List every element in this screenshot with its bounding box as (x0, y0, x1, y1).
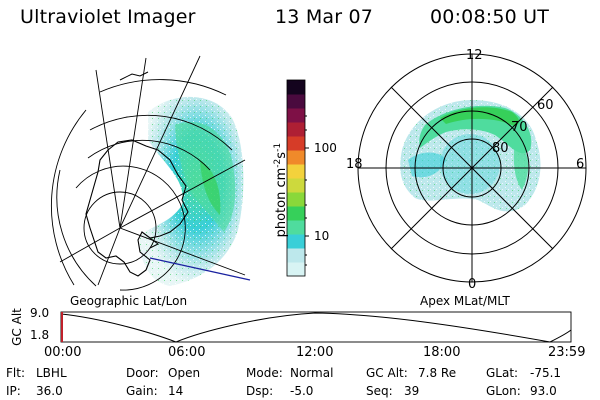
altitude-ytick-1-8: 1.8 (30, 328, 50, 342)
mlt-label-0: 0 (468, 277, 477, 292)
altitude-ylabel: GC Alt (10, 308, 24, 346)
colorbar-cell (287, 150, 305, 165)
colorbar-tick-10: 10 (314, 229, 330, 243)
altitude-plot (60, 311, 572, 343)
info-gain-value: 14 (168, 384, 184, 398)
colorbar-tick-100: 100 (314, 141, 337, 155)
altitude-ytick-9: 9.0 (30, 306, 50, 320)
geographic-map (51, 55, 251, 291)
info-flt-value: LBHL (36, 366, 67, 380)
colorbar-cell (287, 192, 305, 207)
info-gcalt-value: 7.8 Re (418, 366, 457, 380)
colorbar-cell (287, 262, 305, 277)
altitude-xtick-1200: 12:00 (296, 345, 334, 360)
date-label: 13 Mar 07 (275, 6, 374, 28)
altitude-xtick-0000: 00:00 (44, 345, 82, 360)
mlat-label-80: 80 (492, 141, 509, 156)
info-gcalt-label: GC Alt: (366, 366, 408, 380)
altitude-xtick-1800: 18:00 (423, 345, 461, 360)
info-gain-label: Gain: (126, 384, 158, 398)
left-panel-caption: Geographic Lat/Lon (70, 294, 188, 308)
time-label: 00:08:50 UT (430, 6, 550, 28)
altitude-xtick-0600: 06:00 (168, 345, 206, 360)
info-glon-label: GLon: (486, 384, 521, 398)
colorbar-cell (287, 164, 305, 179)
altitude-xtick-2359: 23:59 (548, 345, 586, 360)
info-dsp-label: Dsp: (246, 384, 274, 398)
info-door-value: Open (168, 366, 201, 380)
colorbar-cell (287, 248, 305, 263)
colorbar (286, 79, 309, 277)
altitude-curve (60, 312, 572, 343)
info-seq-value: 39 (404, 384, 420, 398)
polar-map (357, 53, 587, 283)
colorbar-cell (287, 220, 305, 235)
colorbar-cell (287, 178, 305, 193)
colorbar-cell (287, 108, 305, 123)
mlt-label-6: 6 (576, 157, 585, 172)
info-seq-label: Seq: (366, 384, 393, 398)
info-glat-label: GLat: (486, 366, 519, 380)
mlt-label-18: 18 (346, 157, 363, 172)
info-dsp-value: -5.0 (290, 384, 314, 398)
colorbar-cell (287, 122, 305, 137)
colorbar-cell (287, 136, 305, 151)
mlat-label-60: 60 (537, 98, 554, 113)
info-door-label: Door: (126, 366, 159, 380)
coastline (85, 139, 189, 277)
right-panel-caption: Apex MLat/MLT (420, 294, 510, 308)
info-ip-value: 36.0 (36, 384, 63, 398)
info-glat-value: -75.1 (530, 366, 562, 380)
instrument-title: Ultraviolet Imager (20, 6, 196, 28)
colorbar-unit: photon cm-2s-1 (272, 142, 290, 238)
info-mode-value: Normal (290, 366, 334, 380)
colorbar-cell (287, 94, 305, 109)
mlt-label-12: 12 (466, 48, 483, 63)
info-mode-label: Mode: (246, 366, 283, 380)
colorbar-cell (287, 206, 305, 221)
info-flt-label: Flt: (6, 366, 25, 380)
colorbar-cell (287, 234, 305, 249)
colorbar-cell (287, 80, 305, 95)
mlat-label-70: 70 (511, 120, 528, 135)
info-ip-label: IP: (6, 384, 21, 398)
info-glon-value: 93.0 (530, 384, 557, 398)
